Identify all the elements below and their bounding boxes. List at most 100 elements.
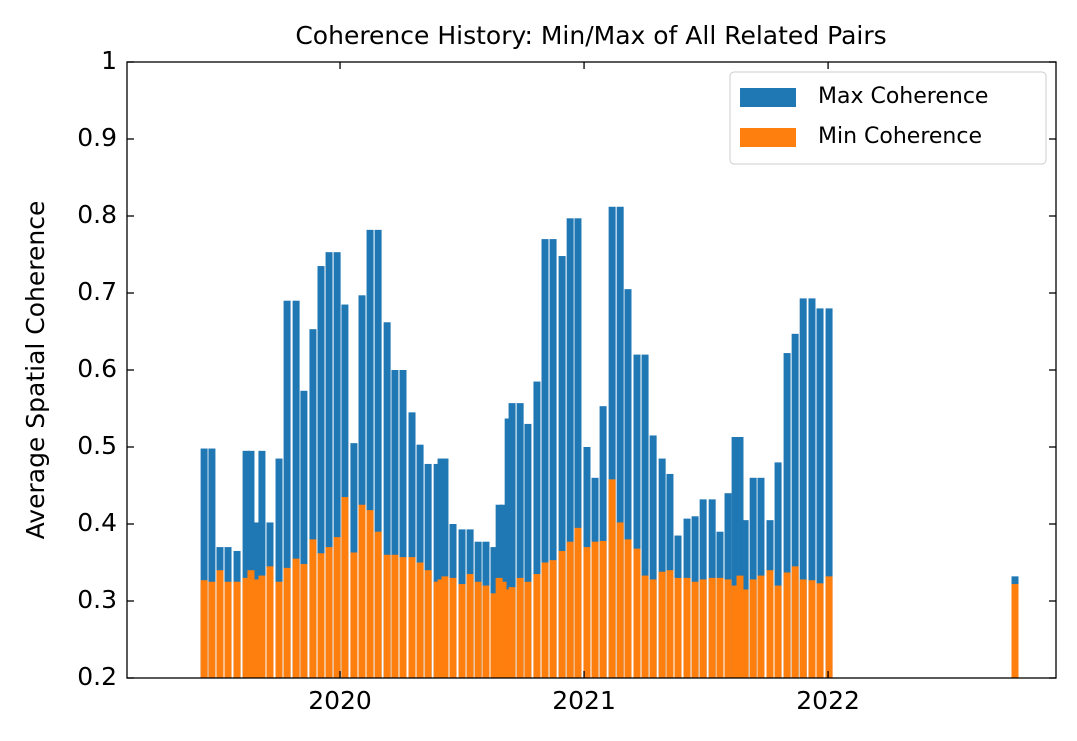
bar: [317, 266, 325, 678]
bar: [504, 418, 512, 678]
bar: [516, 403, 524, 678]
bar: [674, 577, 682, 678]
bar: [275, 581, 283, 678]
y-tick-label: 0.5: [77, 431, 117, 460]
bar: [309, 329, 317, 678]
bar: [558, 256, 566, 678]
legend-label: Max Coherence: [818, 84, 988, 109]
bar: [247, 450, 255, 678]
bar: [490, 593, 498, 678]
bar: [495, 577, 503, 678]
bar: [791, 333, 799, 678]
bar: [566, 218, 574, 678]
bar: [641, 575, 649, 678]
bar: [437, 579, 445, 678]
y-tick-label: 0.7: [77, 277, 117, 306]
bar: [724, 579, 732, 678]
bar: [441, 576, 449, 678]
bar: [633, 548, 641, 678]
bar: [358, 295, 366, 678]
bar: [283, 567, 291, 678]
bar: [424, 570, 432, 678]
bar: [292, 300, 300, 678]
bar: [683, 577, 691, 678]
bar: [574, 527, 582, 678]
bar: [749, 477, 757, 678]
bar: [716, 577, 724, 678]
bar: [333, 537, 341, 678]
bar: [499, 581, 507, 678]
bar: [408, 557, 416, 678]
bar: [441, 458, 449, 678]
bar: [583, 547, 591, 678]
bar: [408, 412, 416, 678]
bar: [242, 577, 250, 678]
bar: [816, 583, 824, 678]
bar: [608, 206, 616, 678]
bar: [247, 570, 255, 678]
bar: [774, 585, 782, 678]
bar: [458, 584, 466, 678]
bar: [374, 531, 382, 678]
bar: [741, 589, 749, 678]
bar: [736, 436, 744, 678]
bar: [649, 435, 657, 678]
bar: [300, 564, 308, 678]
bar: [808, 580, 816, 678]
bar: [766, 570, 774, 678]
legend-box: [729, 71, 1047, 165]
bar: [736, 575, 744, 678]
bar: [341, 497, 349, 678]
bar: [533, 574, 541, 678]
bar: [825, 576, 833, 678]
bar: [325, 252, 333, 678]
bar: [283, 300, 291, 678]
y-tick-label: 0.8: [77, 200, 117, 229]
y-axis-label: Average Spatial Coherence: [21, 201, 50, 540]
bar: [252, 579, 260, 678]
bar: [292, 558, 300, 678]
bar: [731, 585, 739, 678]
bar: [341, 304, 349, 678]
bar: [508, 587, 516, 678]
bar: [391, 370, 399, 678]
bar: [208, 448, 216, 678]
bar: [524, 423, 532, 678]
bar: [449, 577, 457, 678]
bar: [300, 390, 308, 678]
y-tick-label: 0.2: [77, 662, 117, 691]
bar: [383, 322, 391, 678]
bar: [266, 566, 274, 678]
bar: [416, 444, 424, 678]
bar: [549, 560, 557, 678]
bar: [233, 581, 241, 678]
bar: [350, 552, 358, 678]
y-tick-label: 0.3: [77, 585, 117, 614]
y-tick-label: 1: [101, 46, 117, 75]
bar: [799, 579, 807, 678]
bar: [658, 571, 666, 678]
bar: [358, 504, 366, 678]
bar: [783, 572, 791, 678]
bar: [200, 580, 208, 678]
bar: [466, 574, 474, 678]
bar: [649, 579, 657, 678]
x-tick-label: 2022: [796, 686, 860, 715]
bar: [508, 403, 516, 678]
bar: [366, 229, 374, 679]
y-tick-label: 0.4: [77, 508, 117, 537]
bar: [549, 239, 557, 678]
x-tick-label: 2020: [308, 686, 372, 715]
bar: [437, 458, 445, 678]
bar: [566, 541, 574, 678]
bar: [208, 581, 216, 678]
x-tick-label: 2021: [552, 686, 616, 715]
bar: [258, 575, 266, 678]
bar: [216, 570, 224, 678]
bar: [474, 581, 482, 678]
y-tick-label: 0.9: [77, 123, 117, 152]
bar: [242, 450, 250, 678]
bar: [333, 252, 341, 678]
bar: [504, 589, 512, 678]
